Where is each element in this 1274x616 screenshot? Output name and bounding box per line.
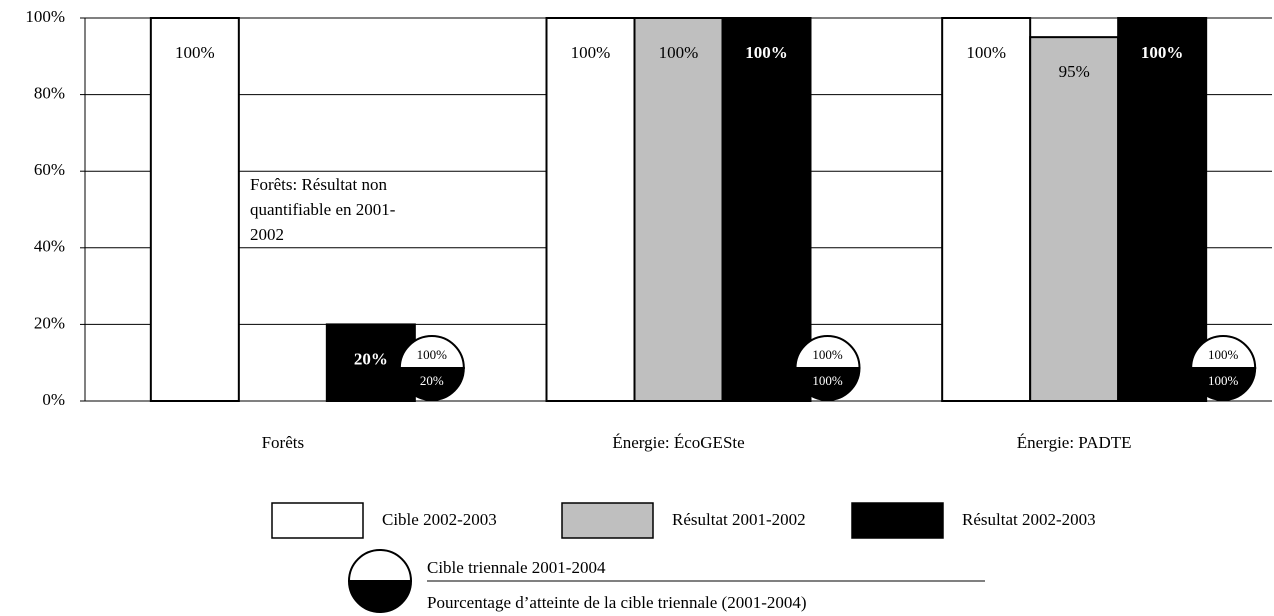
value-label: 100% [966, 43, 1006, 62]
x-tick-label: Forêts [262, 433, 305, 452]
legend-label: Résultat 2001-2002 [672, 510, 806, 529]
legend-swatch [271, 502, 364, 539]
bar [1117, 17, 1208, 402]
x-tick-label: Énergie: PADTE [1017, 433, 1132, 452]
triennial-target-half [398, 335, 465, 369]
legend-attainment-label: Pourcentage d’atteinte de la cible trien… [427, 593, 807, 612]
legend-label: Cible 2002-2003 [382, 510, 497, 529]
y-tick-label: 100% [25, 7, 65, 26]
value-label: 20% [354, 349, 388, 368]
value-label: 100% [659, 43, 699, 62]
bar [545, 17, 636, 402]
triennial-target-label: 100% [812, 347, 843, 362]
bar [633, 17, 724, 402]
triennial-attainment-half [794, 367, 861, 401]
y-tick-label: 0% [42, 390, 65, 409]
y-tick-label: 40% [34, 237, 65, 256]
triennial-target-label: 100% [1208, 347, 1239, 362]
legend-target-half [347, 549, 413, 582]
triennial-attainment-label: 20% [420, 373, 444, 388]
triennial-attainment-half [398, 367, 465, 401]
bar [941, 17, 1032, 402]
value-label: 100% [571, 43, 611, 62]
annotation: 2002 [250, 225, 284, 244]
triennial-target-label: 100% [417, 347, 448, 362]
legend-label: Résultat 2002-2003 [962, 510, 1096, 529]
bar [721, 17, 812, 402]
x-tick-label: Énergie: ÉcoGESte [612, 433, 744, 452]
bar [1029, 36, 1120, 403]
value-label: 100% [1141, 43, 1184, 62]
y-tick-label: 60% [34, 160, 65, 179]
legend-attainment-half [347, 580, 413, 613]
triennial-target-half [1190, 335, 1257, 369]
legend-target-label: Cible triennale 2001-2004 [427, 558, 606, 577]
triennial-target-half [794, 335, 861, 369]
annotation: quantifiable en 2001- [250, 200, 396, 219]
annotation: Forêts: Résultat non [250, 175, 387, 194]
triennial-attainment-label: 100% [1208, 373, 1239, 388]
bar [149, 17, 240, 402]
y-tick-label: 80% [34, 84, 65, 103]
value-label: 100% [175, 43, 215, 62]
triennial-attainment-label: 100% [812, 373, 843, 388]
triennial-attainment-half [1190, 367, 1257, 401]
legend-swatch [851, 502, 944, 539]
value-label: 95% [1059, 62, 1090, 81]
y-tick-label: 20% [34, 313, 65, 332]
legend-swatch [561, 502, 654, 539]
value-label: 100% [745, 43, 788, 62]
